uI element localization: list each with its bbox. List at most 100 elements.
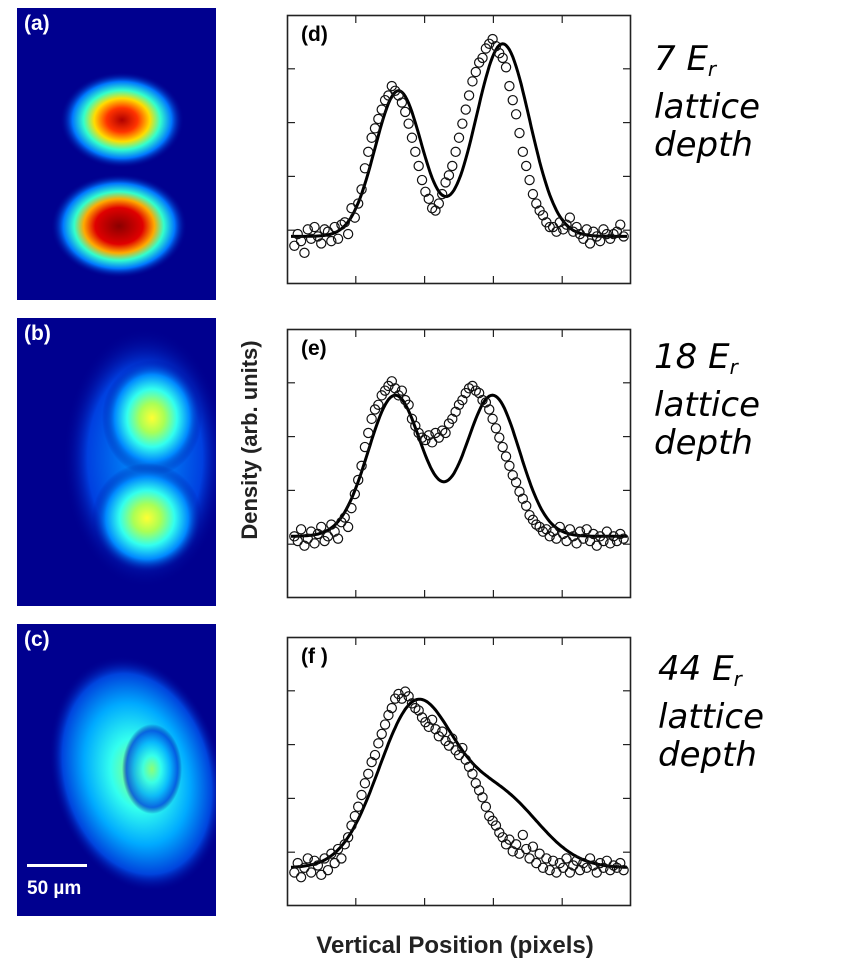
data-point-d-1 [292, 228, 303, 240]
data-point-e-86 [578, 533, 589, 544]
data-point-d-22 [363, 146, 374, 158]
data-point-f-34 [403, 691, 414, 702]
plot-e-svg [286, 328, 632, 599]
data-point-f-27 [379, 719, 391, 730]
data-point-f-10 [322, 864, 334, 876]
data-point-f-66 [510, 839, 522, 850]
data-point-e-16 [342, 521, 354, 533]
depth-text-d: lattice depth [654, 87, 761, 165]
data-point-f-88 [584, 853, 596, 864]
plot-frame-d [286, 14, 632, 285]
data-point-f-28 [383, 709, 394, 721]
data-point-f-12 [329, 857, 340, 869]
data-point-f-23 [366, 756, 377, 768]
data-point-f-0 [289, 867, 300, 878]
data-point-f-74 [537, 862, 549, 874]
data-point-e-54 [470, 385, 481, 396]
data-point-d-35 [406, 132, 418, 143]
image-panel-b: (b) [17, 318, 216, 606]
data-point-e-5 [305, 526, 317, 537]
data-point-f-81 [561, 853, 572, 864]
data-point-d-53 [467, 76, 478, 87]
data-point-f-47 [447, 733, 458, 744]
panel-label-c: (c) [24, 628, 50, 651]
data-point-d-0 [289, 240, 300, 252]
data-point-e-11 [326, 519, 337, 530]
data-point-f-40 [423, 721, 434, 733]
data-point-e-85 [574, 526, 586, 537]
data-point-f-44 [436, 726, 448, 737]
data-point-f-25 [373, 738, 384, 749]
data-point-f-18 [349, 810, 361, 822]
data-point-d-7 [312, 231, 324, 242]
data-point-e-58 [484, 404, 495, 415]
data-point-d-43 [433, 198, 445, 209]
fit-curve-d [291, 42, 627, 238]
data-point-f-92 [598, 862, 609, 874]
data-point-f-71 [527, 841, 539, 852]
data-point-d-78 [551, 226, 562, 237]
data-point-f-52 [463, 761, 475, 773]
data-point-d-65 [507, 94, 518, 106]
data-point-f-56 [477, 792, 488, 803]
data-point-d-70 [524, 174, 535, 186]
data-point-d-67 [514, 127, 525, 139]
data-point-e-52 [463, 383, 475, 394]
data-point-e-61 [494, 432, 505, 443]
data-point-f-7 [312, 860, 324, 871]
data-point-e-94 [605, 538, 616, 549]
data-point-e-66 [510, 477, 522, 488]
data-point-d-95 [608, 228, 619, 240]
data-point-d-13 [332, 233, 344, 244]
data-point-f-22 [363, 768, 374, 780]
data-point-e-17 [346, 502, 357, 514]
data-point-f-60 [490, 820, 502, 831]
data-point-d-14 [336, 219, 347, 230]
data-point-f-69 [520, 843, 532, 855]
data-point-e-6 [309, 538, 320, 549]
data-point-d-47 [447, 160, 458, 172]
data-point-d-98 [618, 231, 629, 242]
depth-value-f: 44 E [658, 649, 734, 689]
data-point-e-72 [531, 519, 542, 530]
data-point-f-50 [457, 742, 468, 754]
plot-label-f: (f ) [301, 645, 328, 668]
data-point-f-19 [352, 801, 364, 812]
plot-frame-f [286, 636, 632, 907]
data-point-e-3 [299, 540, 310, 551]
plot-d-svg [286, 14, 632, 285]
data-point-e-48 [450, 406, 461, 418]
data-point-f-75 [541, 853, 552, 864]
data-point-e-65 [507, 470, 518, 481]
data-point-d-4 [302, 224, 313, 235]
data-point-d-38 [416, 174, 428, 186]
data-point-e-67 [514, 486, 525, 497]
data-point-f-55 [473, 785, 485, 796]
data-point-e-40 [423, 430, 434, 441]
data-point-d-74 [537, 210, 549, 221]
x-axis-label: Vertical Position (pixels) [316, 932, 594, 959]
data-point-f-41 [426, 714, 438, 726]
data-point-d-63 [500, 62, 512, 73]
data-point-e-30 [389, 383, 401, 394]
scale-bar [27, 864, 87, 867]
data-point-e-75 [541, 524, 552, 535]
data-point-f-8 [316, 869, 327, 881]
data-point-d-33 [400, 106, 411, 118]
data-point-f-72 [531, 857, 542, 869]
data-point-f-15 [339, 839, 350, 850]
depth-label-d: 7 Er lattice depth [654, 40, 854, 164]
depth-text-f: lattice depth [658, 697, 765, 775]
plot-f-svg [286, 636, 632, 907]
data-point-d-23 [366, 132, 377, 143]
depth-sub-f: r [733, 667, 742, 691]
data-point-d-18 [349, 212, 361, 223]
data-point-d-40 [423, 193, 434, 205]
data-point-e-34 [403, 399, 414, 410]
data-point-d-8 [316, 238, 327, 249]
data-point-f-84 [571, 855, 582, 866]
data-point-e-8 [316, 521, 327, 533]
data-point-f-32 [396, 693, 408, 704]
data-point-e-62 [497, 441, 508, 453]
data-point-d-36 [410, 146, 421, 158]
